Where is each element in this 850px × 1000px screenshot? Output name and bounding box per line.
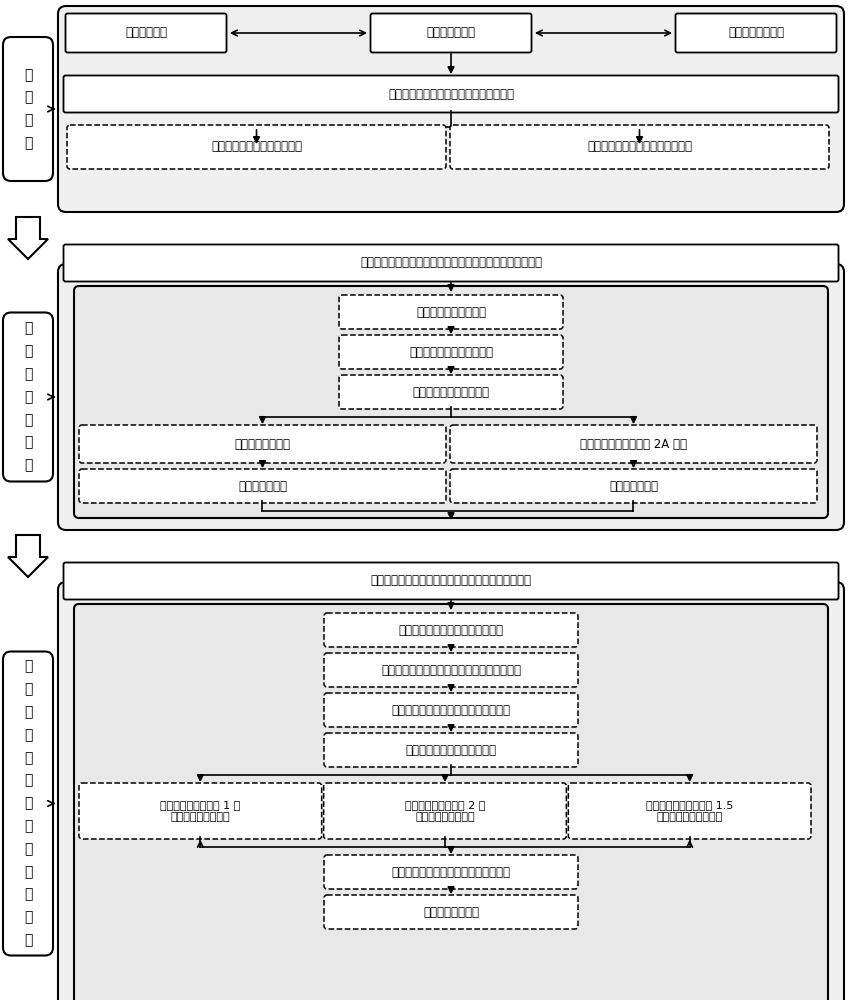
Text: 综合暴露区域划分: 综合暴露区域划分 [423, 906, 479, 918]
FancyBboxPatch shape [79, 425, 446, 463]
Text: 目标特征污染物单一介质污染状况模拟: 目标特征污染物单一介质污染状况模拟 [392, 704, 511, 716]
Text: 自然影响为主时，以 2 倍
超标区域划分暴露区: 自然影响为主时，以 2 倍 超标区域划分暴露区 [405, 800, 485, 822]
Polygon shape [8, 535, 48, 577]
Text: 第一阶段致癌等级筛选: 第一阶段致癌等级筛选 [416, 306, 486, 318]
FancyBboxPatch shape [3, 312, 53, 482]
FancyBboxPatch shape [64, 76, 838, 112]
FancyBboxPatch shape [3, 37, 53, 181]
FancyBboxPatch shape [79, 469, 446, 503]
Text: 目标特征污染物人群暴露区域划分: 目标特征污染物人群暴露区域划分 [587, 140, 692, 153]
FancyBboxPatch shape [324, 653, 578, 687]
FancyBboxPatch shape [450, 469, 817, 503]
FancyBboxPatch shape [3, 652, 53, 956]
FancyBboxPatch shape [339, 335, 563, 369]
Text: 存在环境介质超标: 存在环境介质超标 [235, 438, 291, 450]
Polygon shape [8, 217, 48, 259]
Text: 检出率较高，致癌等级 2A 以上: 检出率较高，致癌等级 2A 以上 [580, 438, 687, 450]
FancyBboxPatch shape [339, 375, 563, 409]
FancyBboxPatch shape [74, 286, 828, 518]
FancyBboxPatch shape [64, 244, 838, 282]
FancyBboxPatch shape [324, 783, 566, 839]
Text: 编制特征污染物筛选及暴露区域划分方案: 编制特征污染物筛选及暴露区域划分方案 [388, 88, 514, 101]
Text: 技术支持条件分析: 技术支持条件分析 [728, 26, 784, 39]
Text: 人为影响为主时，以 1 倍
超标区域划分暴露区: 人为影响为主时，以 1 倍 超标区域划分暴露区 [160, 800, 241, 822]
FancyBboxPatch shape [569, 783, 811, 839]
FancyBboxPatch shape [324, 613, 578, 647]
FancyBboxPatch shape [79, 783, 321, 839]
FancyBboxPatch shape [58, 264, 844, 530]
Text: 制
定
方
案: 制 定 方 案 [24, 68, 32, 150]
Text: 其他情况，优先考虑以 1.5
倍超标区域划分暴露区: 其他情况，优先考虑以 1.5 倍超标区域划分暴露区 [646, 800, 734, 822]
Text: 基础资料收集: 基础资料收集 [125, 26, 167, 39]
Text: 依据特征污染物筛选结果研究人群暴露区域划分技术: 依据特征污染物筛选结果研究人群暴露区域划分技术 [371, 574, 531, 587]
Text: 扩展特征污染物: 扩展特征污染物 [609, 480, 658, 492]
Text: 目标特征污染物单一介质暴露区域划分: 目标特征污染物单一介质暴露区域划分 [392, 865, 511, 879]
FancyBboxPatch shape [339, 295, 563, 329]
FancyBboxPatch shape [676, 13, 836, 52]
Text: 充实特征污染物筛选基础数据: 充实特征污染物筛选基础数据 [211, 140, 302, 153]
Text: 特
征
污
染
物
筛
选: 特 征 污 染 物 筛 选 [24, 322, 32, 472]
FancyBboxPatch shape [371, 13, 531, 52]
Text: 目
标
特
征
污
染
物
暴
露
区
域
划
分: 目 标 特 征 污 染 物 暴 露 区 域 划 分 [24, 660, 32, 947]
FancyBboxPatch shape [450, 125, 829, 169]
FancyBboxPatch shape [324, 733, 578, 767]
Text: 依据流域水体特征污染物筛选技术规定草案筛选特征污染物: 依据流域水体特征污染物筛选技术规定草案筛选特征污染物 [360, 256, 542, 269]
FancyBboxPatch shape [58, 582, 844, 1000]
Text: 预调查结果分析: 预调查结果分析 [427, 26, 475, 39]
Text: 确定暴露区域划分目标特征污染物: 确定暴露区域划分目标特征污染物 [399, 624, 503, 637]
FancyBboxPatch shape [58, 6, 844, 212]
FancyBboxPatch shape [67, 125, 446, 169]
Text: 第二阶段因子综合评分筛选: 第二阶段因子综合评分筛选 [409, 346, 493, 359]
FancyBboxPatch shape [64, 562, 838, 599]
FancyBboxPatch shape [450, 425, 817, 463]
Text: 依据超标情况确定目标特征污染物受影响介质: 依据超标情况确定目标特征污染物受影响介质 [381, 664, 521, 676]
FancyBboxPatch shape [324, 693, 578, 727]
Text: 污染物因子综合评分计算: 污染物因子综合评分计算 [412, 385, 490, 398]
FancyBboxPatch shape [324, 895, 578, 929]
Text: 核心特征污染物: 核心特征污染物 [238, 480, 287, 492]
Text: 目标特征污染物污染成因分析: 目标特征污染物污染成因分析 [405, 744, 496, 756]
FancyBboxPatch shape [324, 855, 578, 889]
FancyBboxPatch shape [74, 604, 828, 1000]
FancyBboxPatch shape [65, 13, 226, 52]
